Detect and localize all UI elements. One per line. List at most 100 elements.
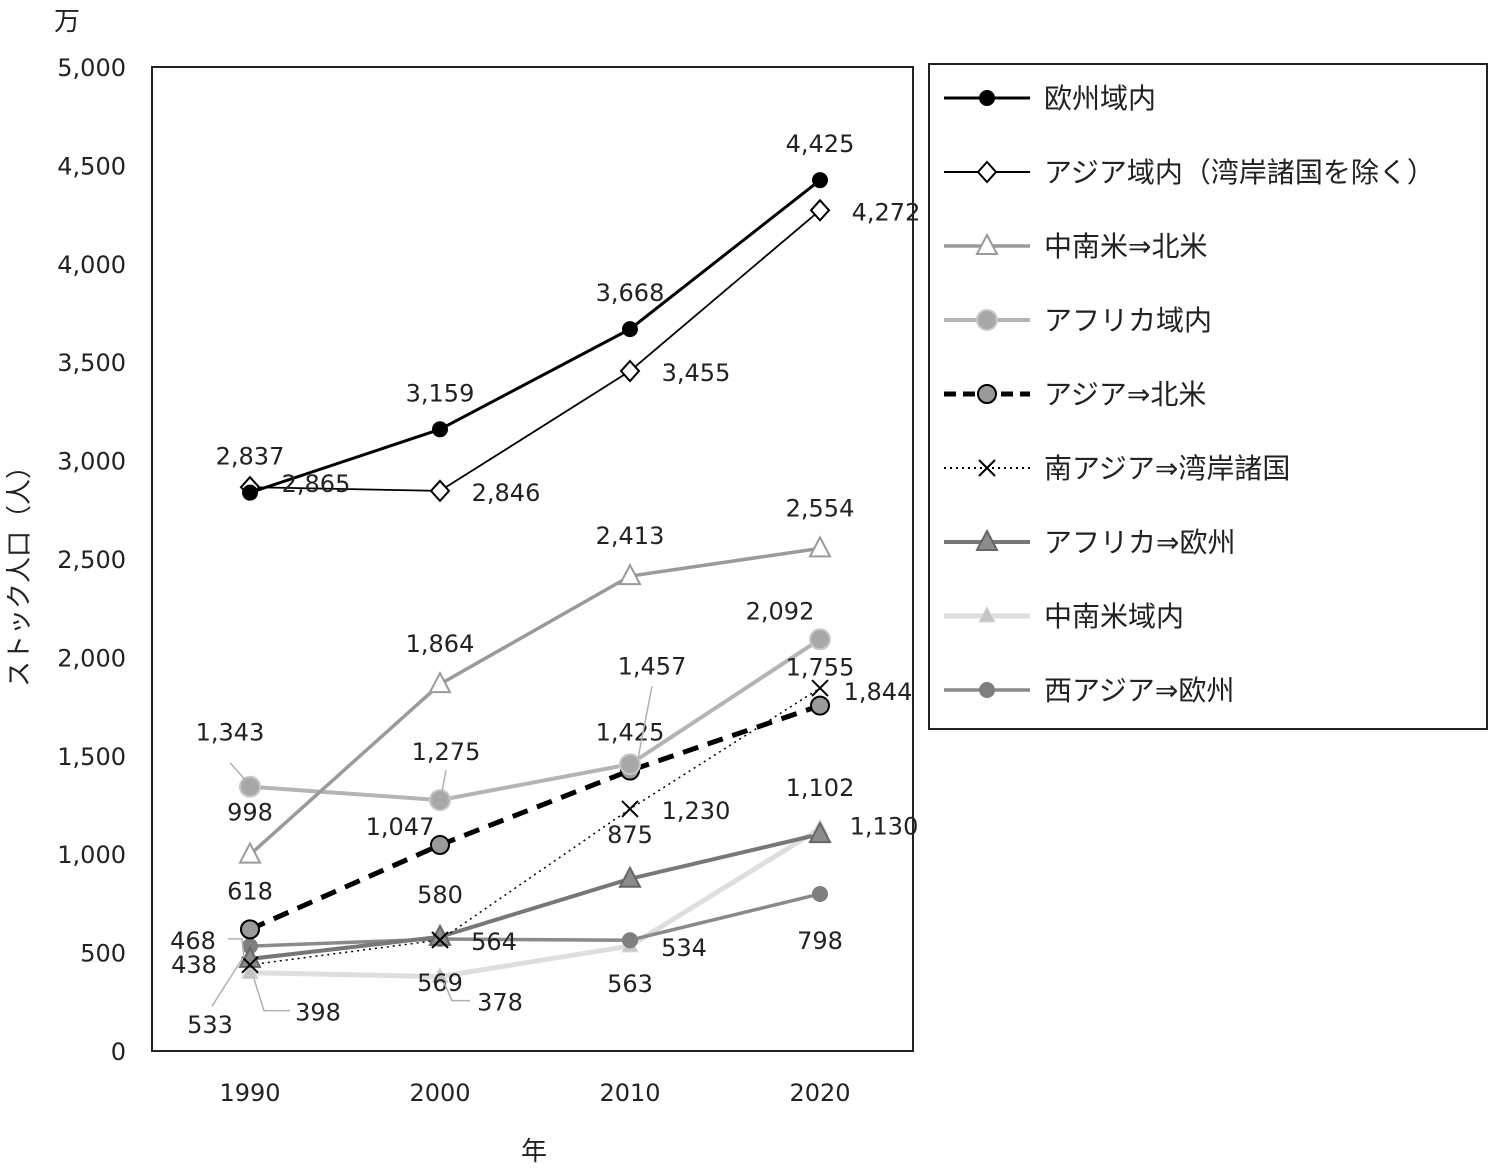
- data-point: [432, 421, 448, 438]
- data-label: 1,755: [786, 654, 855, 682]
- legend-entry-label: アジア⇒北米: [1044, 378, 1206, 411]
- data-point: [618, 865, 642, 888]
- data-point: [812, 172, 828, 189]
- data-label: 1,230: [662, 797, 731, 825]
- data-label: 798: [797, 927, 843, 955]
- y-tick-label: 2,500: [57, 546, 126, 574]
- series-line: [249, 687, 821, 966]
- x-tick-label: 2000: [409, 1079, 470, 1107]
- data-point: [238, 945, 262, 968]
- y-tick-label: 4,000: [57, 251, 126, 279]
- legend-entry-label: 南アジア⇒湾岸諸国: [1044, 452, 1290, 485]
- y-tick-label: 4,500: [57, 152, 126, 180]
- data-label: 1,425: [596, 719, 665, 747]
- data-label: 1,457: [618, 652, 687, 680]
- legend-entry-label: 中南米⇒北米: [1044, 230, 1207, 263]
- data-point: [428, 671, 452, 694]
- data-label: 1,275: [412, 738, 481, 766]
- data-point: [431, 966, 449, 984]
- legend-swatch-marker: [979, 90, 995, 106]
- label-leader-line: [229, 762, 247, 782]
- data-label: 3,159: [406, 379, 475, 407]
- data-label: 618: [227, 877, 273, 905]
- data-label: 4,425: [786, 130, 855, 158]
- data-point: [812, 885, 828, 902]
- data-label: 1,343: [196, 719, 265, 747]
- legend-swatch-marker: [979, 682, 995, 698]
- x-tick-label: 1990: [219, 1079, 280, 1107]
- y-unit-label: 万: [54, 7, 80, 37]
- label-leader-line: [637, 686, 653, 759]
- label-leader-line: [228, 938, 245, 957]
- data-label: 468: [170, 927, 216, 955]
- data-label: 875: [607, 821, 653, 849]
- y-tick-label: 5,000: [57, 54, 126, 82]
- legend-swatch-marker: [975, 232, 999, 255]
- data-label: 3,668: [596, 279, 665, 307]
- data-point: [810, 695, 830, 716]
- data-point: [622, 932, 638, 949]
- y-tick-label: 500: [80, 940, 126, 968]
- data-label: 3,455: [662, 359, 731, 387]
- data-point: [809, 198, 831, 222]
- plot-area-frame: [151, 66, 914, 1052]
- x-tick-label: 2010: [599, 1079, 660, 1107]
- data-point: [241, 956, 259, 974]
- data-point: [808, 820, 832, 844]
- label-leader-line: [211, 955, 245, 1007]
- data-label: 1,102: [786, 774, 855, 802]
- label-leader-line: [253, 978, 290, 1012]
- data-point: [811, 679, 829, 697]
- legend-swatch-marker: [977, 384, 997, 404]
- legend-entry-label: 欧州域内: [1044, 82, 1156, 115]
- series-line: [248, 546, 822, 857]
- data-label: 2,413: [596, 522, 665, 550]
- data-label: 2,846: [472, 479, 541, 507]
- data-label: 398: [295, 999, 341, 1027]
- legend-entry-label: アジア域内（湾岸諸国を除く）: [1044, 156, 1435, 189]
- data-label: 534: [661, 934, 707, 962]
- x-tick-label: 2020: [789, 1079, 850, 1107]
- series-line: [249, 209, 821, 492]
- data-point: [621, 800, 639, 818]
- legend-entry-label: 西アジア⇒欧州: [1044, 674, 1234, 707]
- data-point: [429, 789, 451, 812]
- legend-entry-label: アフリカ域内: [1044, 304, 1212, 337]
- y-tick-label: 2,000: [57, 644, 126, 672]
- series-line: [248, 892, 822, 948]
- data-label: 2,092: [746, 597, 815, 625]
- series-layer: [247, 178, 823, 980]
- data-label: 580: [417, 881, 463, 909]
- data-label: 563: [607, 970, 653, 998]
- legend-swatch-marker: [976, 160, 998, 184]
- legend-entry-label: 中南米域内: [1044, 600, 1184, 633]
- series-line: [248, 178, 822, 495]
- data-point: [429, 479, 451, 503]
- data-label-layer: 2,837 3,159 3,668 4,425 2,865 2,846 3,455 4,272…: [170, 130, 920, 1039]
- axis-layer: 万 ストック人口（人） 年 0 500 1,000 1,500 2,000 2,500 3,…: [5, 7, 851, 1167]
- data-point: [431, 931, 449, 949]
- data-point: [430, 834, 450, 855]
- series-line: [248, 637, 822, 803]
- x-axis-title: 年: [521, 1137, 547, 1167]
- data-point: [238, 841, 262, 864]
- data-point: [619, 753, 641, 776]
- legend-entry-label: アフリカ⇒欧州: [1044, 526, 1235, 559]
- data-label: 1,844: [844, 678, 913, 706]
- data-label: 1,130: [850, 813, 919, 841]
- data-point: [808, 535, 832, 558]
- series-line: [247, 826, 823, 980]
- data-label: 2,554: [786, 494, 855, 522]
- legend-swatch-marker: [975, 528, 999, 551]
- data-label: 2,837: [216, 443, 285, 471]
- data-point: [618, 562, 642, 586]
- data-point: [622, 321, 638, 338]
- legend-swatch-marker: [978, 605, 996, 623]
- marker-layer: [238, 172, 832, 984]
- legend-swatch-marker: [978, 459, 996, 477]
- plot-background-layer: [151, 66, 914, 1052]
- data-label: 998: [227, 799, 273, 827]
- y-tick-label: 1,500: [57, 743, 126, 771]
